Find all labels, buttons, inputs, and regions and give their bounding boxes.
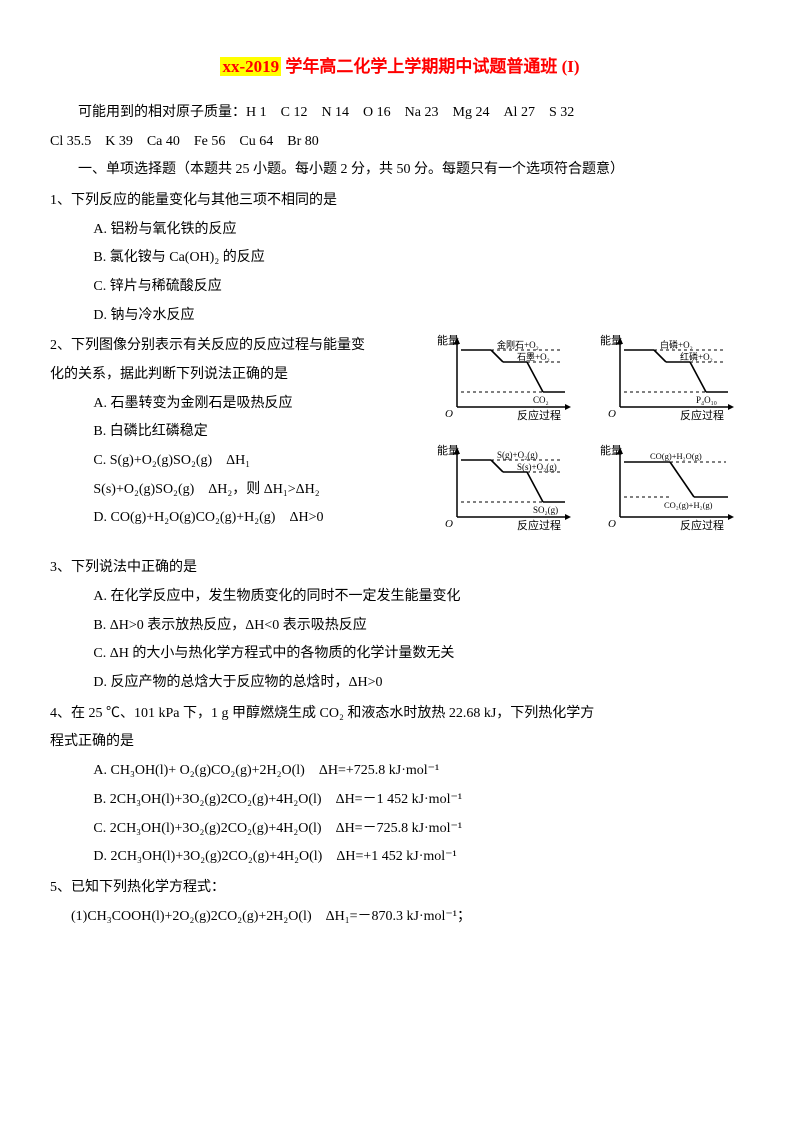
svg-text:能量: 能量 — [437, 443, 459, 457]
svg-text:CO₂(g)+H₂(g): CO₂(g)+H₂(g) — [664, 500, 713, 510]
q5-line-1: (1)CH₃COOH(l)+2O₂(g)2CO₂(g)+2H₂O(l) ΔH₁=… — [50, 903, 750, 932]
title-highlight: xx-2019 — [220, 57, 281, 76]
svg-text:反应过程: 反应过程 — [680, 518, 724, 532]
q2-option-d: D. CO(g)+H₂O(g)CO₂(g)+H₂(g) ΔH>0 — [50, 504, 430, 533]
svg-text:S(g)+O₂(g): S(g)+O₂(g) — [497, 450, 538, 460]
q3-option-a: A. 在化学反应中，发生物质变化的同时不一定发生能量变化 — [50, 583, 750, 612]
svg-text:白磷+O₂: 白磷+O₂ — [660, 339, 693, 350]
svg-text:O: O — [445, 518, 453, 530]
q1-option-d: D. 钠与冷水反应 — [50, 302, 750, 331]
title-rest: 学年高二化学上学期期中试题普通班 (I) — [281, 57, 579, 76]
svg-text:红磷+O₂: 红磷+O₂ — [680, 351, 713, 362]
q1-option-c: C. 锌片与稀硫酸反应 — [50, 273, 750, 302]
svg-text:S(s)+O₂(g): S(s)+O₂(g) — [517, 462, 557, 472]
svg-text:反应过程: 反应过程 — [517, 518, 561, 532]
q2-option-c2: S(s)+O₂(g)SO₂(g) ΔH₂，则 ΔH₁>ΔH₂ — [50, 476, 430, 505]
q4-stem: 4、在 25 ℃、101 kPa 下，1 g 甲醇燃烧生成 CO₂ 和液态水时放… — [50, 700, 750, 729]
q2-option-a: A. 石墨转变为金刚石是吸热反应 — [50, 390, 430, 419]
q2-stem-1: 2、下列图像分别表示有关反应的反应过程与能量变 — [50, 332, 430, 361]
q4-option-c: C. 2CH₃OH(l)+3O₂(g)2CO₂(g)+4H₂O(l) ΔH=－7… — [50, 815, 750, 844]
svg-text:能量: 能量 — [600, 333, 622, 347]
q4-option-b: B. 2CH₃OH(l)+3O₂(g)2CO₂(g)+4H₂O(l) ΔH=－1… — [50, 786, 750, 815]
q3-option-b: B. ΔH>0 表示放热反应，ΔH<0 表示吸热反应 — [50, 612, 750, 641]
q5-stem: 5、已知下列热化学方程式： — [50, 874, 750, 903]
svg-text:CO(g)+H₂O(g): CO(g)+H₂O(g) — [650, 451, 702, 461]
q1-option-a: A. 铝粉与氧化铁的反应 — [50, 216, 750, 245]
q2-stem-2: 化的关系，据此判断下列说法正确的是 — [50, 361, 430, 390]
q4-option-a: A. CH₃OH(l)+ O₂(g)CO₂(g)+2H₂O(l) ΔH=+725… — [50, 757, 750, 786]
energy-chart-2: 能量 O 反应过程 白磷+O₂红磷+O₂ P₄O₁₀ — [598, 332, 738, 422]
svg-text:能量: 能量 — [600, 443, 622, 457]
page-title: xx-2019 学年高二化学上学期期中试题普通班 (I) — [50, 50, 750, 85]
svg-text:反应过程: 反应过程 — [517, 408, 561, 422]
q2-option-c1: C. S(g)+O₂(g)SO₂(g) ΔH₁ — [50, 447, 430, 476]
atomic-mass-line2: Cl 35.5 K 39 Ca 40 Fe 56 Cu 64 Br 80 — [50, 128, 750, 157]
svg-text:反应过程: 反应过程 — [680, 408, 724, 422]
energy-chart-3: 能量 O 反应过程 S(g)+O₂(g) S(s)+O₂(g) SO₂(g) — [435, 442, 575, 532]
q3-option-d: D. 反应产物的总焓大于反应物的总焓时，ΔH>0 — [50, 669, 750, 698]
svg-text:能量: 能量 — [437, 333, 459, 347]
q4-stem-2: 程式正确的是 — [50, 728, 750, 757]
svg-text:O: O — [608, 408, 616, 420]
section-1-heading: 一、单项选择题（本题共 25 小题。每小题 2 分，共 50 分。每题只有一个选… — [50, 156, 750, 185]
q1-option-b: B. 氯化铵与 Ca(OH)₂ 的反应 — [50, 244, 750, 273]
svg-text:石墨+O₂: 石墨+O₂ — [517, 352, 550, 362]
q3-option-c: C. ΔH 的大小与热化学方程式中的各物质的化学计量数无关 — [50, 640, 750, 669]
q1-stem: 1、下列反应的能量变化与其他三项不相同的是 — [50, 187, 750, 216]
svg-text:SO₂(g): SO₂(g) — [533, 505, 558, 515]
energy-chart-4: 能量 O 反应过程 CO(g)+H₂O(g) CO₂(g)+H₂(g) — [598, 442, 738, 532]
q2-option-b: B. 白磷比红磷稳定 — [50, 418, 430, 447]
energy-chart-1: 能量 O 反应过程 金刚石+O₂ 石墨+O₂ CO₂ — [435, 332, 575, 422]
svg-text:P₄O₁₀: P₄O₁₀ — [696, 395, 717, 405]
svg-text:CO₂: CO₂ — [533, 395, 549, 405]
svg-text:金刚石+O₂: 金刚石+O₂ — [497, 339, 539, 350]
q4-option-d: D. 2CH₃OH(l)+3O₂(g)2CO₂(g)+4H₂O(l) ΔH=+1… — [50, 843, 750, 872]
q3-stem: 3、下列说法中正确的是 — [50, 554, 750, 583]
svg-text:O: O — [445, 408, 453, 420]
atomic-mass-line1: 可能用到的相对原子质量：H 1 C 12 N 14 O 16 Na 23 Mg … — [50, 99, 750, 128]
svg-text:O: O — [608, 518, 616, 530]
